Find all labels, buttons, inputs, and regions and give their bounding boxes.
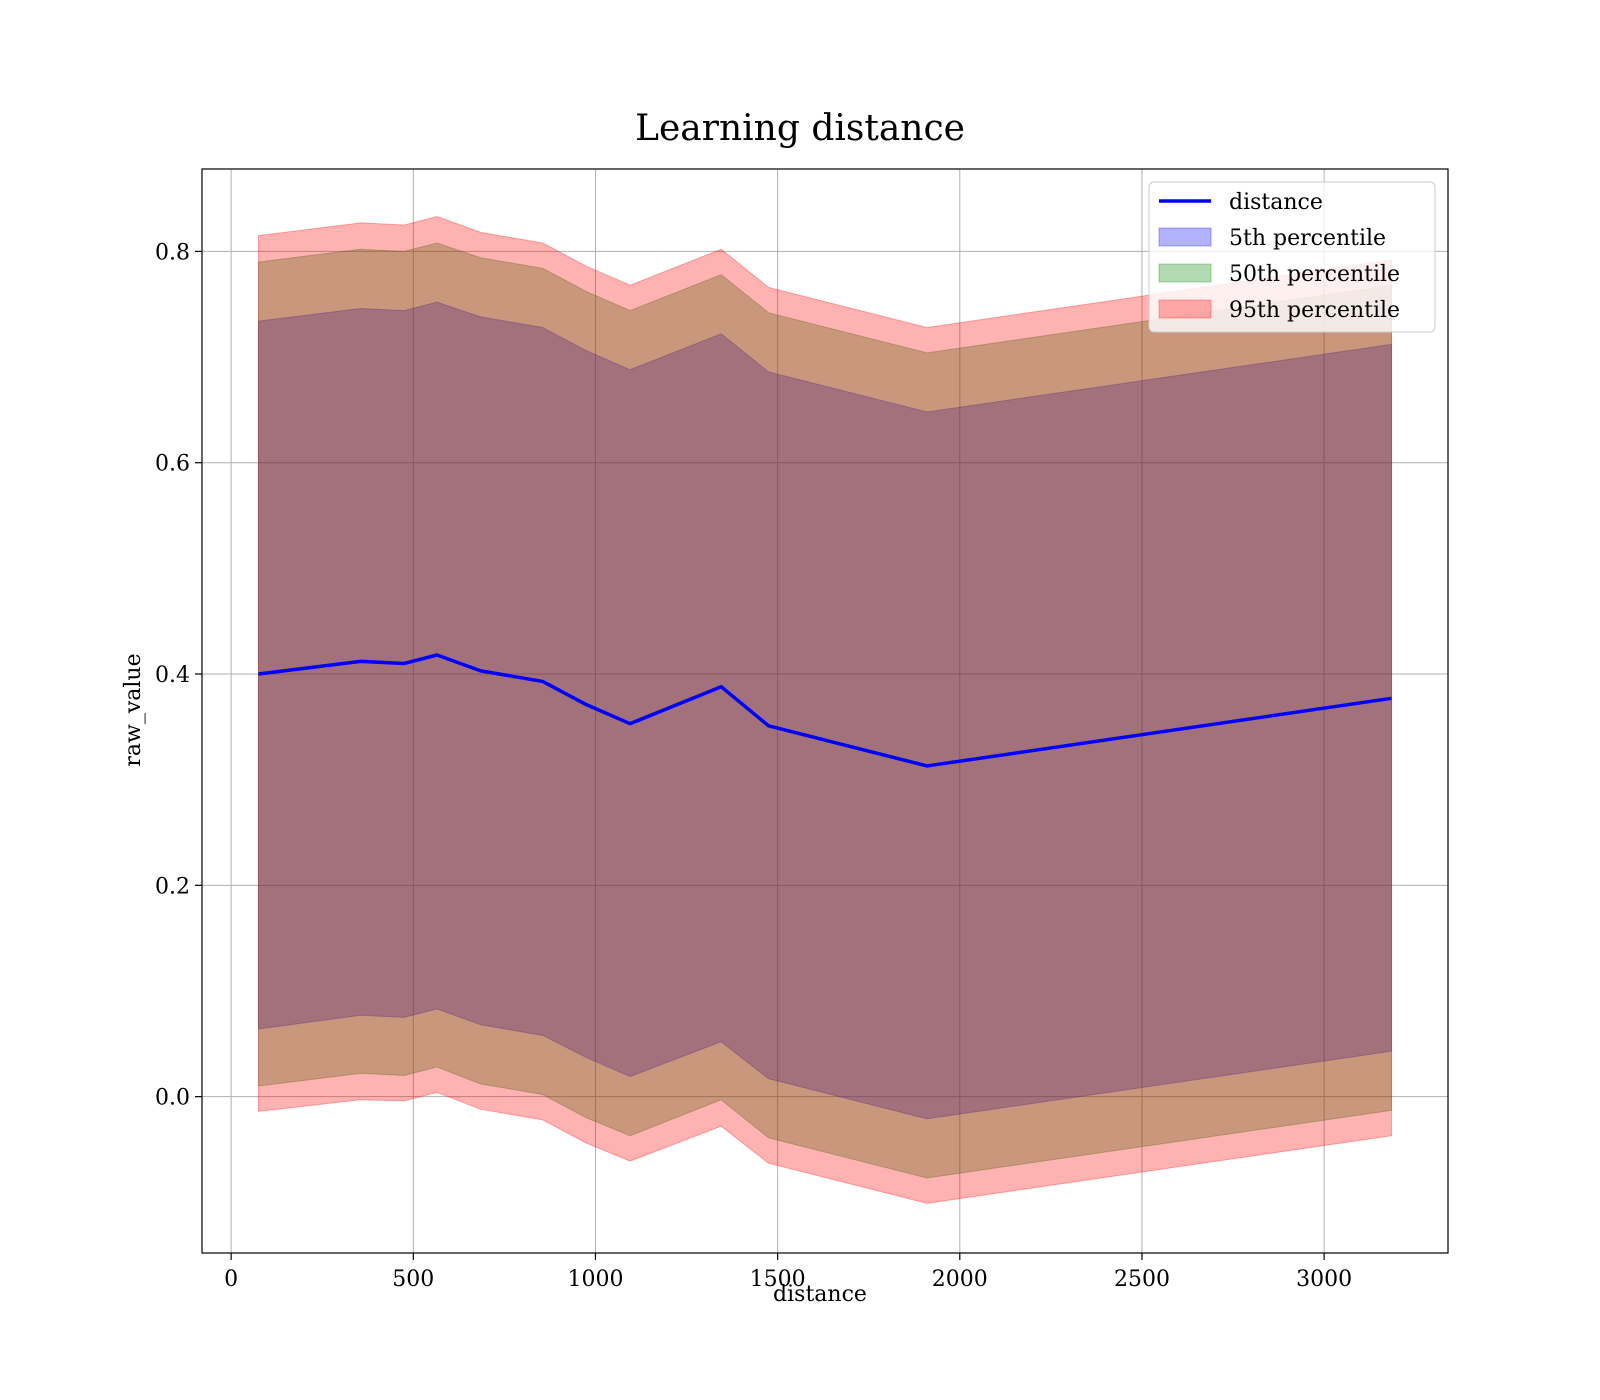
legend-label: 95th percentile — [1229, 298, 1400, 323]
legend-box — [1148, 181, 1436, 333]
y-tick-label: 0.0 — [155, 1086, 190, 1111]
y-tick-label: 0.2 — [155, 874, 190, 899]
x-tick-label: 2000 — [932, 1267, 988, 1292]
x-tick-label: 1000 — [567, 1267, 623, 1292]
y-tick-label: 0.4 — [155, 663, 190, 688]
legend-label: 5th percentile — [1229, 226, 1386, 251]
plot-frame — [201, 168, 1449, 1254]
distance-line — [258, 653, 1392, 768]
x-axis-ticks: 0 500 1000 1500 2000 2500 3000 — [224, 1253, 1352, 1292]
legend: distance 5th percentile 50th percentile 95t… — [1148, 181, 1436, 333]
percentile-bands — [257, 216, 1393, 1204]
x-tick-label: 3000 — [1296, 1267, 1352, 1292]
x-tick-label: 0 — [224, 1267, 238, 1292]
x-axis-label: distance — [773, 1282, 867, 1307]
x-tick-label: 2500 — [1114, 1267, 1170, 1292]
x-tick-label: 1500 — [750, 1267, 806, 1292]
legend-band-swatch — [1158, 263, 1212, 283]
band-2 — [257, 242, 1393, 1179]
legend-label: distance — [1229, 190, 1323, 215]
band-3 — [257, 216, 1393, 1204]
line-series — [258, 653, 1392, 768]
y-tick-label: 0.8 — [155, 240, 190, 265]
band-1 — [257, 301, 1393, 1120]
y-axis-ticks: 0.0 0.2 0.4 0.6 0.8 — [155, 240, 202, 1111]
chart-title: Learning distance — [635, 108, 965, 149]
legend-band-swatch — [1158, 227, 1212, 247]
legend-label: 50th percentile — [1229, 262, 1400, 287]
x-tick-label: 500 — [392, 1267, 434, 1292]
grid — [202, 169, 1448, 1253]
legend-band-swatch — [1158, 299, 1212, 319]
y-axis-label: raw_value — [121, 653, 146, 766]
y-tick-label: 0.6 — [155, 452, 190, 477]
